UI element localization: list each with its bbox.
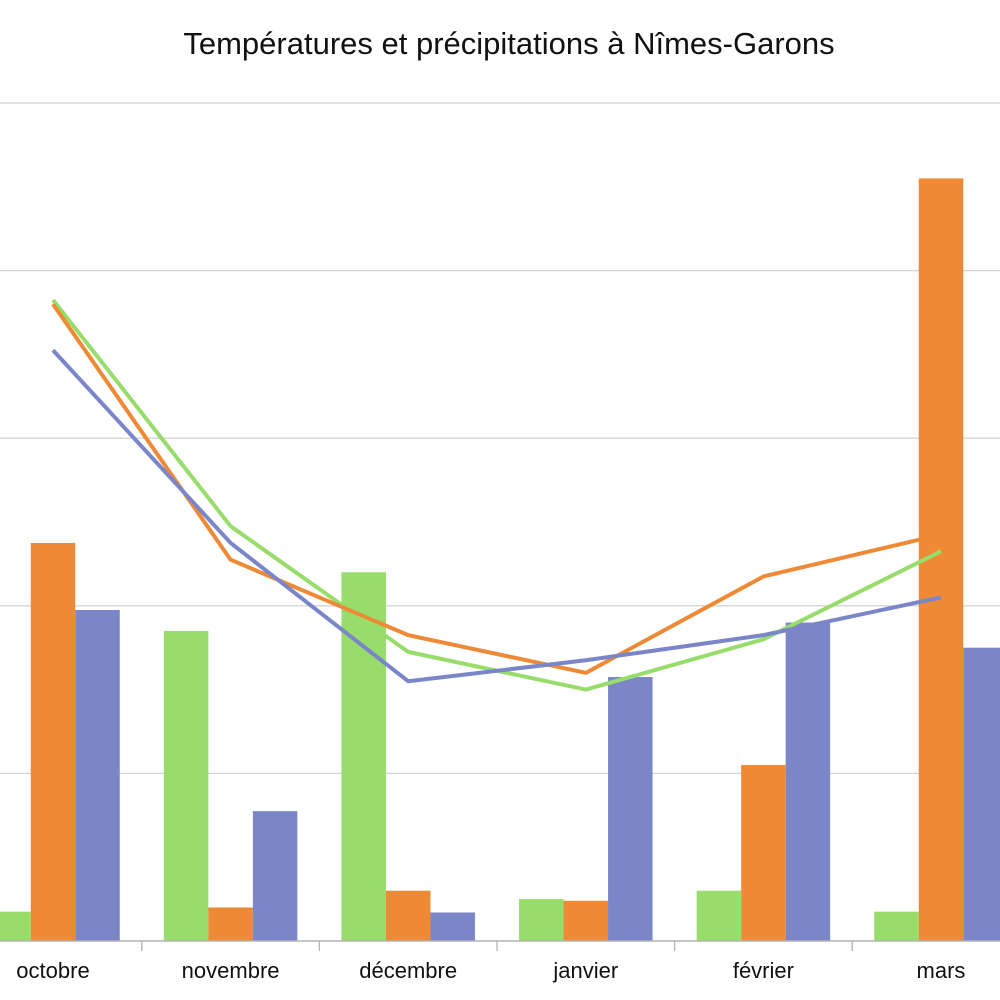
bar [385,890,431,941]
bar [341,572,386,941]
bar [696,890,742,941]
bar [519,899,564,941]
series-line [51,302,942,675]
x-tick-label: janvier [552,958,618,983]
bar [563,900,609,941]
bar [252,811,298,941]
bar [208,907,253,941]
bar [785,622,831,941]
x-tick-label: décembre [359,958,457,983]
axis-layer [0,940,1000,951]
bar [163,630,209,941]
line-layer [51,298,942,692]
x-tick-label: mars [917,958,966,983]
bar [741,765,786,941]
x-tick-label: octobre [16,958,89,983]
chart-title: Températures et précipitations à Nîmes-G… [183,26,835,61]
bar [874,911,919,941]
bar [608,677,653,941]
bar [430,912,475,941]
bar-layer [0,178,1000,942]
x-tick-label: novembre [182,958,280,983]
bar [75,609,120,941]
series-line [51,348,942,684]
tick-label-layer: octobre novembre décembre janvier février mar… [16,958,965,983]
bar [30,542,76,941]
bar [0,911,31,941]
x-tick-label: février [733,958,794,983]
bar [963,647,1000,941]
